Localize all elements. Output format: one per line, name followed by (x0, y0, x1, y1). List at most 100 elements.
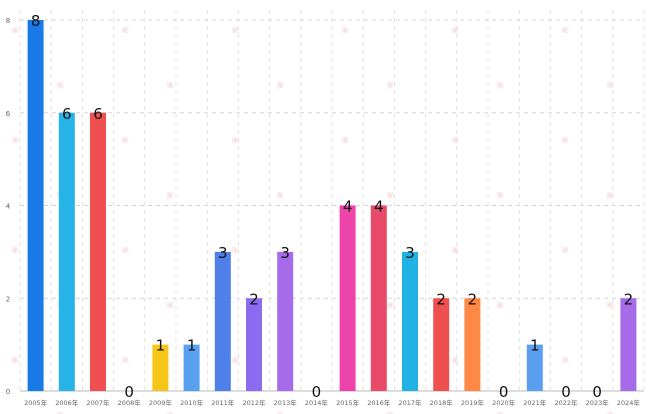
y-tick-label: 8 (6, 17, 10, 25)
bar (152, 344, 169, 391)
data-label: 6 (62, 105, 72, 123)
bar (620, 298, 637, 391)
watermark-mark: ◈ (8, 132, 23, 148)
x-tick-label: 2012年 (242, 398, 266, 407)
y-tick-label: 4 (6, 203, 11, 211)
data-label: 2 (249, 290, 259, 308)
watermark-mark: ◈ (273, 407, 288, 414)
bar (27, 20, 44, 391)
x-tick-label: 2019年 (461, 398, 485, 407)
watermark-mark: ◈ (493, 297, 508, 313)
data-labels: 8 6 6 0 1 1 3 2 3 0 4 4 3 2 2 0 1 0 0 2 (31, 12, 633, 401)
watermark-mark: ◈ (448, 352, 463, 368)
bar (402, 251, 418, 391)
watermark-mark: ◈ (493, 187, 508, 203)
watermark-mark: ◈ (448, 242, 463, 258)
watermark-mark: ◈ (383, 187, 398, 203)
y-tick-label: 2 (6, 295, 10, 303)
x-tick-label: 2005年 (24, 398, 48, 407)
x-tick-label: 2021年 (523, 398, 547, 407)
y-axis-ticks: 0 2 4 6 8 (6, 17, 11, 396)
data-label: 4 (374, 198, 384, 216)
watermark-mark: ◈ (383, 407, 398, 414)
data-label: 4 (343, 198, 353, 216)
x-tick-label: 2024年 (617, 398, 641, 407)
watermark-mark: ◈ (8, 242, 23, 258)
x-tick-label: 2014年 (305, 398, 329, 407)
gridlines (19, 10, 645, 392)
x-tick-label: 2017年 (398, 398, 422, 407)
watermark-mark: ◈ (273, 187, 288, 203)
watermark-mark: ◈ (383, 77, 398, 93)
bar (58, 112, 75, 391)
data-label: 2 (468, 290, 478, 308)
x-tick-label: 2016年 (367, 398, 391, 407)
data-label: 2 (624, 290, 634, 308)
bars (27, 20, 637, 391)
bar (464, 298, 481, 391)
data-label: 0 (312, 383, 322, 401)
watermark-mark: ◈ (228, 22, 243, 38)
x-tick-label: 2011年 (211, 398, 235, 407)
watermark-mark: ◈ (8, 352, 23, 368)
x-tick-label: 2015年 (336, 398, 360, 407)
x-tick-label: 2023年 (586, 398, 610, 407)
y-tick-label: 6 (6, 110, 11, 118)
bar (246, 298, 262, 391)
x-tick-label: 2007年 (86, 398, 110, 407)
watermark-mark: ◈ (53, 77, 68, 93)
data-label: 1 (530, 337, 540, 355)
x-tick-label: 2013年 (274, 398, 298, 407)
bar (370, 205, 387, 391)
watermark-mark: ◈ (118, 132, 133, 148)
watermark-mark: ◈ (603, 407, 618, 414)
watermark-mark: ◈ (603, 77, 618, 93)
watermark-mark: ◈ (118, 242, 133, 258)
x-tick-label: 2020年 (492, 398, 516, 407)
y-tick-label: 0 (6, 388, 10, 396)
data-label: 0 (592, 383, 602, 401)
data-label: 8 (31, 12, 41, 30)
watermark-mark: ◈ (53, 407, 68, 414)
x-tick-label: 2008年 (118, 398, 142, 407)
watermark-mark: ◈ (558, 352, 573, 368)
data-label: 0 (561, 383, 571, 401)
bar (214, 251, 231, 391)
watermark-mark: ◈ (603, 297, 618, 313)
watermark-mark: ◈ (338, 22, 353, 38)
watermark-mark: ◈ (603, 187, 618, 203)
bar (183, 344, 200, 391)
watermark-mark: ◈ (338, 132, 353, 148)
data-label: 3 (218, 244, 228, 262)
x-tick-label: 2022年 (554, 398, 578, 407)
watermark-mark: ◈ (558, 22, 573, 38)
bar (277, 251, 294, 391)
watermark-mark: ◈ (118, 352, 133, 368)
bar (339, 205, 356, 391)
watermark-mark: ◈ (163, 407, 178, 414)
x-tick-label: 2006年 (55, 398, 79, 407)
watermark-mark: ◈ (558, 242, 573, 258)
x-tick-label: 2018年 (430, 398, 454, 407)
bar (526, 344, 543, 391)
data-label: 0 (499, 383, 509, 401)
x-tick-label: 2010年 (180, 398, 204, 407)
x-tick-label: 2009年 (149, 398, 173, 407)
data-label: 6 (93, 105, 103, 123)
data-label: 0 (124, 383, 134, 401)
watermark-mark: ◈ (118, 22, 133, 38)
watermark-mark: ◈ (273, 77, 288, 93)
watermark-mark: ◈ (493, 77, 508, 93)
watermark-mark: ◈ (558, 132, 573, 148)
watermark-mark: ◈ (448, 132, 463, 148)
watermark-mark: ◈ (493, 407, 508, 414)
watermark-mark: ◈ (448, 22, 463, 38)
watermark-mark: ◈ (228, 132, 243, 148)
bar (90, 112, 106, 391)
data-label: 3 (280, 244, 290, 262)
watermark-layer: ◈◈◈◈◈◈◈◈◈◈◈◈◈◈◈◈◈◈◈◈◈◈◈◈◈◈◈◈◈◈◈◈◈◈◈◈◈◈◈◈… (8, 22, 618, 414)
data-label: 3 (405, 244, 415, 262)
data-label: 1 (187, 337, 197, 355)
